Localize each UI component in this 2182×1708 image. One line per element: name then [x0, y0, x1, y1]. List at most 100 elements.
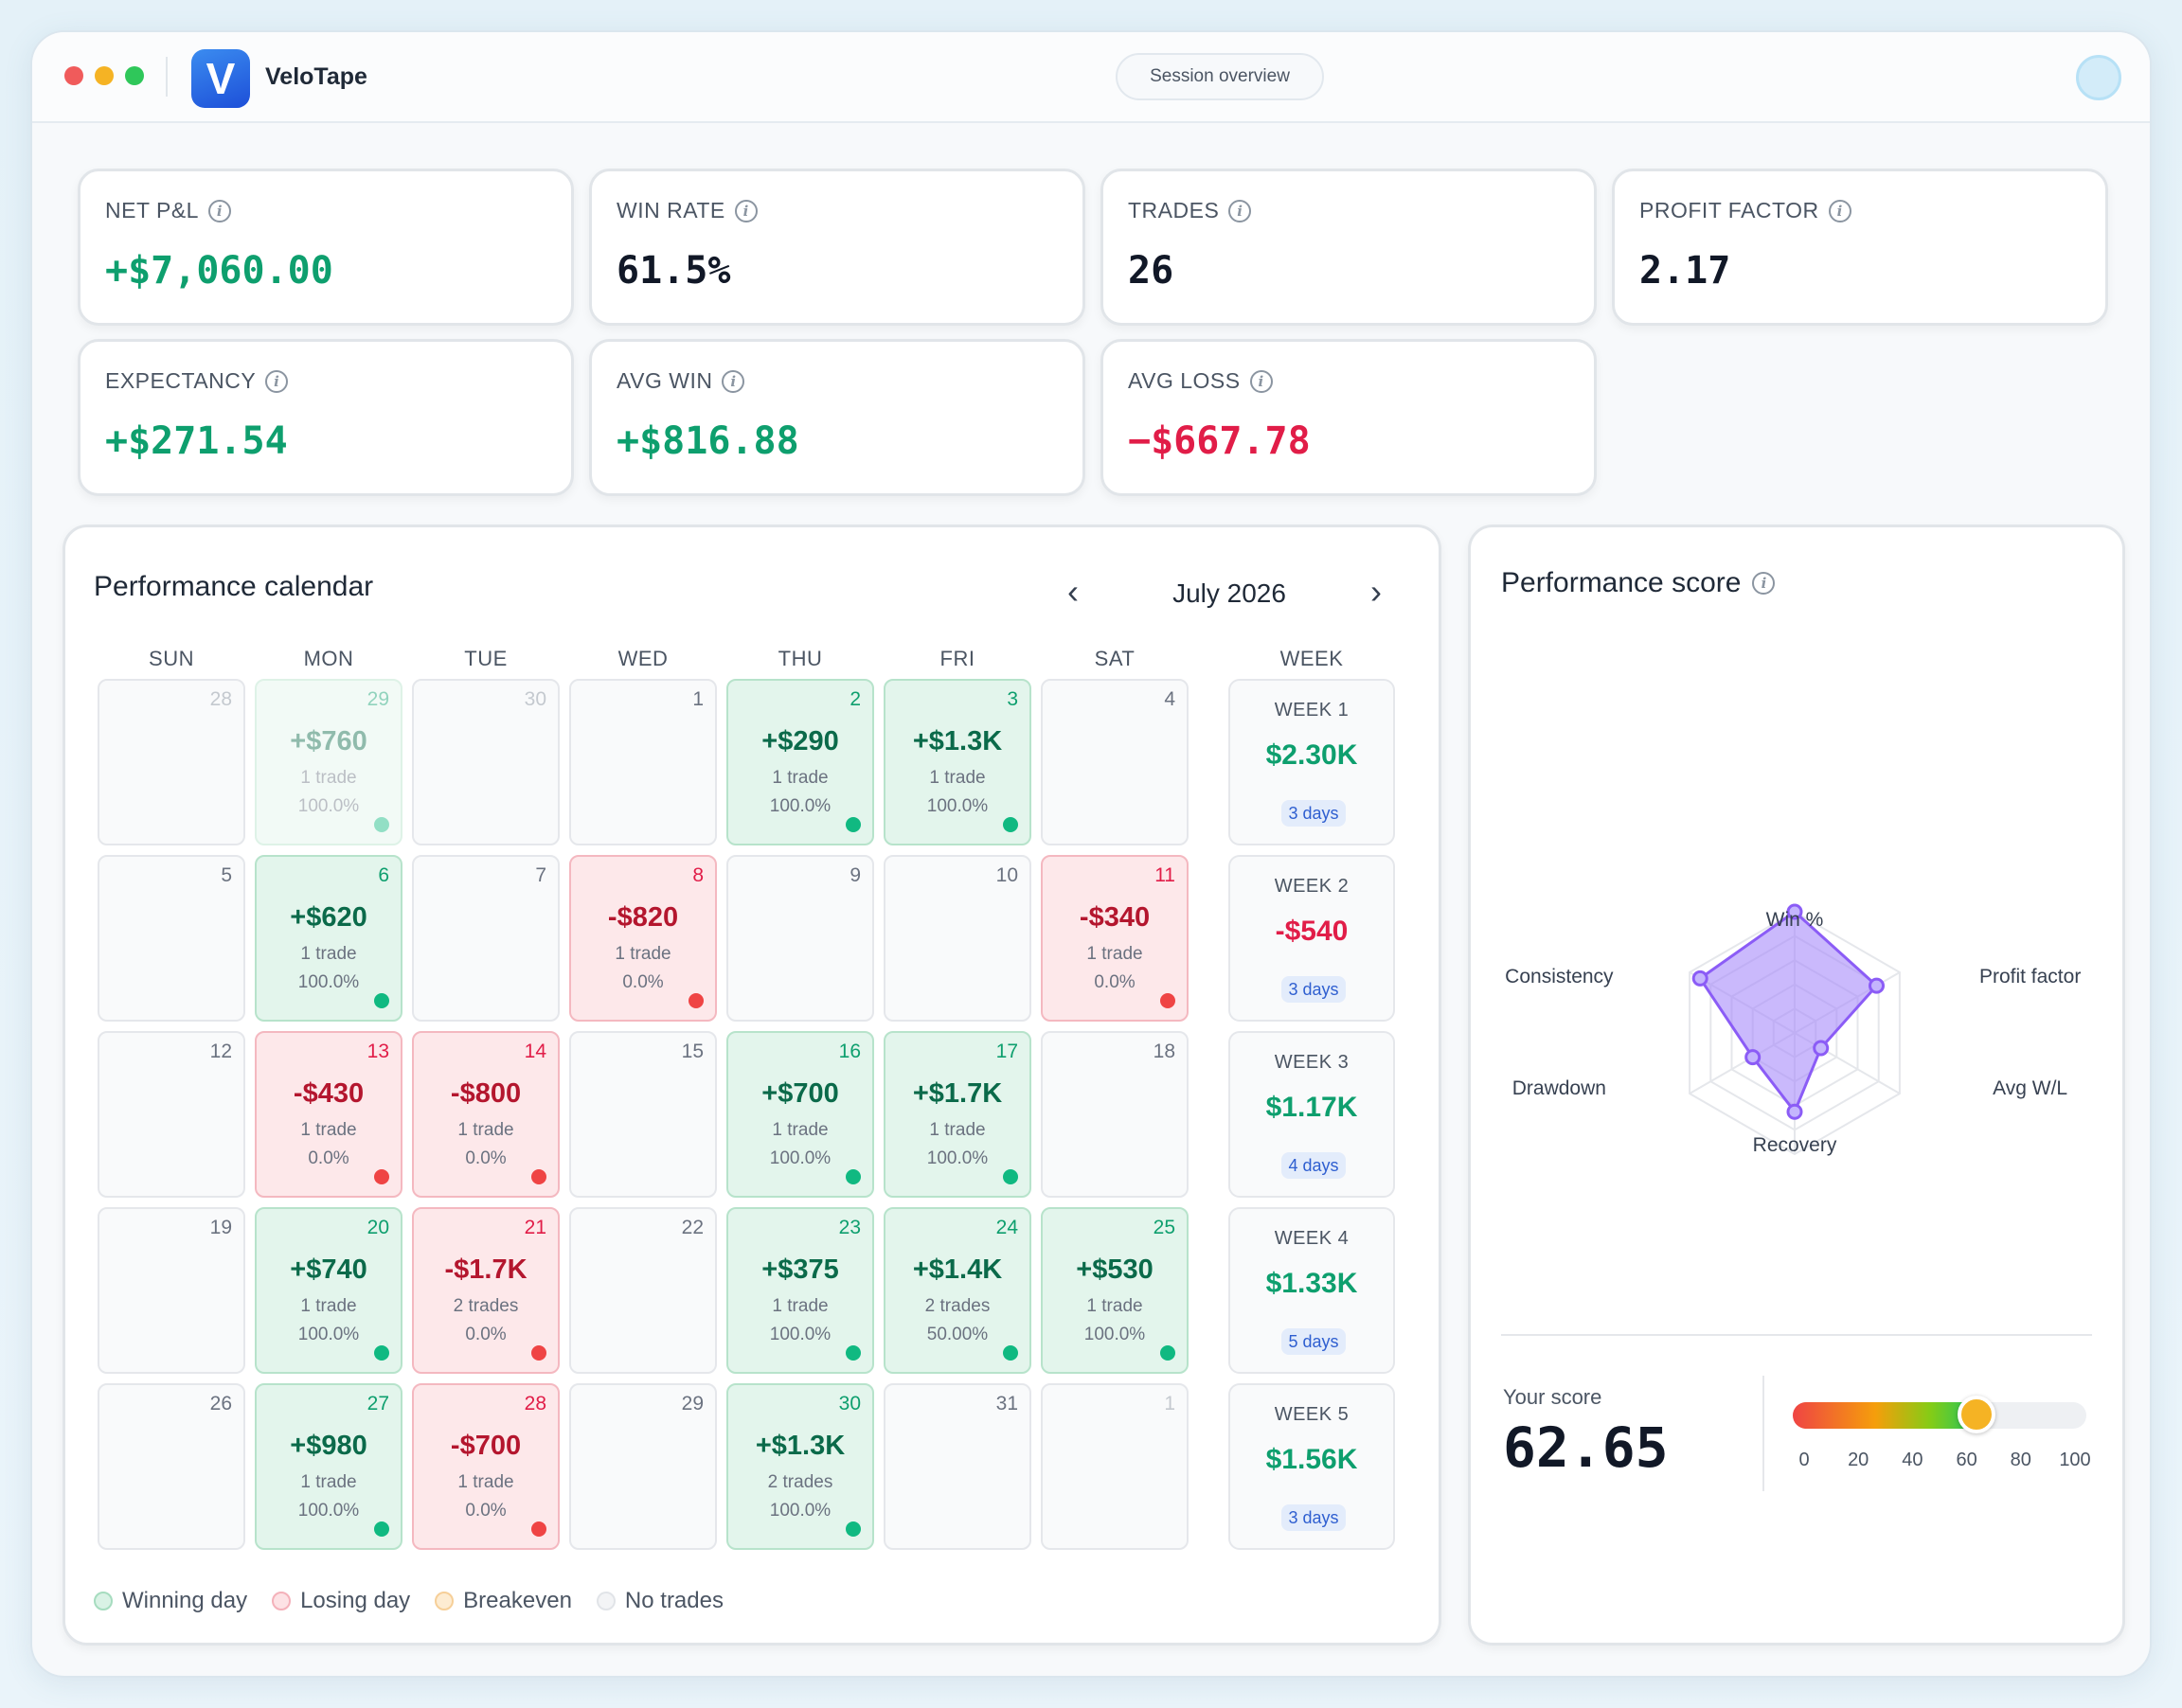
day-trade-count: 1 trade	[300, 1120, 357, 1140]
calendar-day-cell[interactable]: 3 +$1.3K 1 trade 100.0%	[884, 679, 1031, 845]
day-win-rate: 100.0%	[769, 796, 832, 816]
calendar-day-cell[interactable]: 28	[98, 679, 245, 845]
day-pnl: -$340	[1079, 902, 1151, 933]
day-win-rate: 100.0%	[297, 1325, 360, 1344]
calendar-day-cell[interactable]: 29 +$760 1 trade 100.0%	[255, 679, 402, 845]
week-summary-card[interactable]: WEEK 2 -$540 3 days	[1228, 855, 1395, 1022]
info-icon[interactable]: i	[1228, 199, 1252, 222]
info-icon[interactable]: i	[722, 369, 745, 393]
radar-series-area	[1698, 910, 1879, 1115]
stat-value: 61.5%	[617, 249, 731, 293]
stat-label-text: EXPECTANCY	[105, 368, 257, 393]
close-window-button[interactable]	[64, 66, 83, 85]
info-icon[interactable]: i	[734, 199, 758, 222]
calendar-day-cell[interactable]: 25 +$530 1 trade 100.0%	[1041, 1207, 1189, 1374]
calendar-day-cell[interactable]: 29	[569, 1383, 717, 1550]
win-indicator-dot	[1160, 1345, 1175, 1361]
legend-label: Winning day	[122, 1588, 248, 1613]
calendar-day-cell[interactable]: 10	[884, 855, 1031, 1022]
calendar-day-cell[interactable]: 15	[569, 1031, 717, 1198]
day-number: 27	[367, 1393, 389, 1414]
loss-indicator-dot	[374, 1169, 389, 1184]
score-gauge-scale: 0 20 40 60 80 100	[1793, 1450, 2090, 1478]
day-number: 9	[850, 864, 861, 886]
info-icon[interactable]: i	[207, 199, 231, 222]
info-icon[interactable]: i	[1249, 369, 1273, 393]
calendar-day-cell[interactable]: 6 +$620 1 trade 100.0%	[255, 855, 402, 1022]
day-win-rate: 0.0%	[622, 972, 664, 992]
loss-indicator-dot	[689, 993, 704, 1008]
calendar-day-cell[interactable]: 17 +$1.7K 1 trade 100.0%	[884, 1031, 1031, 1198]
week-summary-card[interactable]: WEEK 1 $2.30K 3 days	[1228, 679, 1395, 845]
week-summary-card[interactable]: WEEK 3 $1.17K 4 days	[1228, 1031, 1395, 1198]
info-icon[interactable]: i	[1752, 572, 1776, 595]
day-header-sat: SAT	[1094, 647, 1136, 670]
calendar-day-cell[interactable]: 16 +$700 1 trade 100.0%	[726, 1031, 874, 1198]
calendar-day-cell[interactable]: 1	[1041, 1383, 1189, 1550]
calendar-day-cell[interactable]: 1	[569, 679, 717, 845]
calendar-day-cell[interactable]: 20 +$740 1 trade 100.0%	[255, 1207, 402, 1374]
calendar-day-cell[interactable]: 13 -$430 1 trade 0.0%	[255, 1031, 402, 1198]
calendar-day-cell[interactable]: 8 -$820 1 trade 0.0%	[569, 855, 717, 1022]
day-header-thu: THU	[778, 647, 823, 670]
day-trade-count: 1 trade	[615, 944, 671, 964]
week-days-badge: 3 days	[1281, 1504, 1346, 1531]
app-window: V VeloTape Session overview NET P&L i +$7,…	[30, 30, 2152, 1678]
maximize-window-button[interactable]	[125, 66, 144, 85]
calendar-day-cell[interactable]: 7	[412, 855, 560, 1022]
stat-label-text: WIN RATE	[617, 198, 725, 222]
day-trade-count: 1 trade	[457, 1472, 514, 1492]
day-win-rate: 0.0%	[465, 1325, 507, 1344]
day-pnl: +$1.3K	[755, 1431, 846, 1461]
day-win-rate: 0.0%	[465, 1148, 507, 1168]
day-pnl: -$430	[293, 1078, 365, 1109]
day-trade-count: 1 trade	[929, 1120, 986, 1140]
day-header-mon: MON	[303, 647, 354, 670]
calendar-day-cell[interactable]: 11 -$340 1 trade 0.0%	[1041, 855, 1189, 1022]
calendar-day-cell[interactable]: 30 +$1.3K 2 trades 100.0%	[726, 1383, 874, 1550]
calendar-day-cell[interactable]: 28 -$700 1 trade 0.0%	[412, 1383, 560, 1550]
day-number: 6	[378, 864, 389, 886]
stat-card-trades: TRADES i 26	[1100, 169, 1597, 326]
calendar-day-cell[interactable]: 19	[98, 1207, 245, 1374]
day-number: 22	[681, 1217, 704, 1238]
calendar-day-cell[interactable]: 31	[884, 1383, 1031, 1550]
session-overview-button[interactable]: Session overview	[1116, 53, 1324, 100]
user-avatar[interactable]	[2076, 55, 2121, 100]
score-value: 62.65	[1503, 1415, 1669, 1480]
calendar-day-cell[interactable]: 5	[98, 855, 245, 1022]
stat-label: AVG WIN i	[617, 368, 745, 394]
next-month-button[interactable]: ›	[1370, 572, 1382, 611]
calendar-day-cell[interactable]: 22	[569, 1207, 717, 1374]
calendar-day-cell[interactable]: 30	[412, 679, 560, 845]
day-number: 1	[692, 688, 704, 710]
minimize-window-button[interactable]	[95, 66, 114, 85]
day-pnl: +$375	[761, 1254, 839, 1285]
score-title-wrap: Performance score i	[1501, 567, 1776, 599]
info-icon[interactable]: i	[265, 369, 289, 393]
calendar-day-cell[interactable]: 26	[98, 1383, 245, 1550]
calendar-day-cell[interactable]: 23 +$375 1 trade 100.0%	[726, 1207, 874, 1374]
day-win-rate: 0.0%	[308, 1148, 349, 1168]
loss-indicator-dot	[531, 1521, 546, 1537]
calendar-day-cell[interactable]: 24 +$1.4K 2 trades 50.00%	[884, 1207, 1031, 1374]
calendar-day-cell[interactable]: 18	[1041, 1031, 1189, 1198]
info-icon[interactable]: i	[1828, 199, 1851, 222]
day-number: 26	[209, 1393, 232, 1414]
week-summary-card[interactable]: WEEK 4 $1.33K 5 days	[1228, 1207, 1395, 1374]
day-trade-count: 2 trades	[767, 1472, 833, 1492]
day-trade-count: 2 trades	[453, 1296, 519, 1316]
legend-item-winning-day: Winning day	[94, 1588, 247, 1614]
week-summary-card[interactable]: WEEK 5 $1.56K 3 days	[1228, 1383, 1395, 1550]
prev-month-button[interactable]: ‹	[1067, 572, 1079, 611]
calendar-day-cell[interactable]: 14 -$800 1 trade 0.0%	[412, 1031, 560, 1198]
calendar-day-cell[interactable]: 27 +$980 1 trade 100.0%	[255, 1383, 402, 1550]
stat-label-text: AVG WIN	[617, 368, 713, 393]
win-indicator-dot	[846, 817, 861, 832]
calendar-day-cell[interactable]: 12	[98, 1031, 245, 1198]
calendar-day-cell[interactable]: 21 -$1.7K 2 trades 0.0%	[412, 1207, 560, 1374]
calendar-day-cell[interactable]: 9	[726, 855, 874, 1022]
calendar-day-cell[interactable]: 2 +$290 1 trade 100.0%	[726, 679, 874, 845]
day-win-rate: 100.0%	[769, 1325, 832, 1344]
calendar-day-cell[interactable]: 4	[1041, 679, 1189, 845]
